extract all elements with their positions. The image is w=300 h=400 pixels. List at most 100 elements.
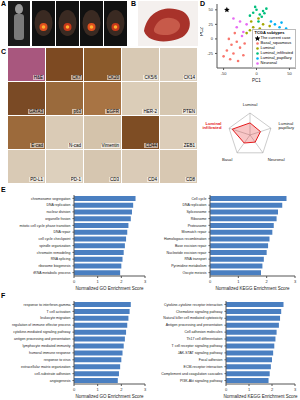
- svg-text:Complement and coagulation cas: Complement and coagulation cascades: [161, 372, 223, 376]
- svg-text:Normalized KEGG Enrichment Sco: Normalized KEGG Enrichment Score: [223, 394, 292, 398]
- svg-text:1: 1: [237, 279, 240, 284]
- svg-text:JAK-STAT signaling pathway: JAK-STAT signaling pathway: [178, 351, 223, 355]
- svg-text:tRNA metabolic process: tRNA metabolic process: [33, 271, 71, 275]
- html-text:Luminal_papillary: Luminal_papillary: [260, 55, 292, 61]
- svg-text:ribosome biogenesis: ribosome biogenesis: [38, 264, 70, 268]
- svg-text:Focal adhesion: Focal adhesion: [199, 358, 223, 362]
- svg-text:response to virus: response to virus: [44, 358, 71, 362]
- html-text:CK5/6: CK5/6: [144, 75, 157, 80]
- html-text:A: A: [1, 0, 7, 7]
- svg-text:mitotic cell cycle phase trans: mitotic cell cycle phase transition: [20, 224, 71, 228]
- svg-text:0: 0: [255, 71, 258, 76]
- svg-text:0: 0: [225, 387, 228, 392]
- svg-text:0: 0: [209, 279, 212, 284]
- html-text:CK20: CK20: [107, 75, 119, 80]
- svg-text:cell-substrate adhesion: cell-substrate adhesion: [35, 372, 71, 376]
- svg-text:Basal: Basal: [222, 157, 233, 162]
- html-text:CK7: CK7: [72, 75, 81, 80]
- html-text:C: C: [1, 48, 7, 55]
- svg-text:2: 2: [120, 387, 123, 392]
- svg-text:Oocyte meiosis: Oocyte meiosis: [183, 271, 207, 275]
- html-text:Luminal: Luminal: [260, 45, 275, 51]
- html-text:GATA3: GATA3: [28, 109, 43, 114]
- svg-text:humoral immune response: humoral immune response: [29, 351, 70, 355]
- svg-text:response to interferon-gamma: response to interferon-gamma: [24, 303, 71, 307]
- html-text:Basal_squamous: Basal_squamous: [260, 40, 292, 46]
- svg-text:cytokine-mediated signaling pa: cytokine-mediated signaling pathway: [13, 330, 70, 334]
- svg-text:1: 1: [97, 279, 100, 284]
- svg-text:-25: -25: [207, 51, 214, 56]
- svg-text:PC1: PC1: [252, 78, 261, 82]
- svg-text:Nucleotide excision repair: Nucleotide excision repair: [166, 251, 207, 255]
- html-text:Neuronal: Neuronal: [260, 60, 277, 66]
- svg-text:Th17 cell differentiation: Th17 cell differentiation: [186, 337, 222, 341]
- svg-text:0: 0: [211, 36, 214, 41]
- html-text:HER-2: HER-2: [143, 109, 157, 114]
- svg-text:-50: -50: [221, 71, 228, 76]
- svg-text:cell cycle checkpoint: cell cycle checkpoint: [39, 237, 71, 241]
- html-text:H&E: H&E: [33, 75, 43, 80]
- svg-text:1: 1: [97, 387, 100, 392]
- svg-text:Luminalpapillary: Luminalpapillary: [279, 121, 292, 130]
- html-text:Luminal_infiltrated: Luminal_infiltrated: [260, 50, 293, 56]
- svg-text:Ribosome: Ribosome: [191, 217, 207, 221]
- svg-text:Pyrimidine metabolism: Pyrimidine metabolism: [171, 264, 206, 268]
- html-text:p63: p63: [73, 109, 81, 114]
- svg-text:25: 25: [209, 22, 214, 27]
- svg-text:2: 2: [266, 279, 269, 284]
- svg-text:Luminal: Luminal: [243, 102, 258, 107]
- svg-text:chromatin remodeling: chromatin remodeling: [37, 251, 71, 255]
- svg-text:DNA repair: DNA repair: [53, 230, 71, 234]
- svg-text:Cell adhesion molecules: Cell adhesion molecules: [185, 330, 223, 334]
- html-text:TCGA subtypes: TCGA subtypes: [254, 30, 285, 36]
- html-text:D: D: [200, 0, 206, 7]
- svg-text:Normalized GO Enrichment Score: Normalized GO Enrichment Score: [75, 286, 144, 290]
- svg-text:PC2: PC2: [200, 27, 204, 36]
- svg-text:2: 2: [271, 387, 274, 392]
- svg-text:Cytokine-cytokine receptor int: Cytokine-cytokine receptor interaction: [164, 303, 223, 307]
- svg-text:PI3K-Akt signaling pathway: PI3K-Akt signaling pathway: [180, 379, 223, 383]
- html-text:EGFR: EGFR: [106, 109, 119, 114]
- svg-text:angiogenesis: angiogenesis: [50, 379, 71, 383]
- svg-text:Homologous recombination: Homologous recombination: [164, 237, 207, 241]
- svg-text:antigen processing and present: antigen processing and presentation: [14, 337, 70, 341]
- svg-text:extracellular matrix organizat: extracellular matrix organization: [21, 365, 70, 369]
- html-text:The current case: The current case: [260, 35, 291, 41]
- svg-text:Luminalinfiltrated: Luminalinfiltrated: [202, 121, 222, 130]
- svg-text:3: 3: [144, 279, 147, 284]
- svg-text:organelle fission: organelle fission: [45, 217, 70, 221]
- svg-text:leukocyte migration: leukocyte migration: [40, 316, 70, 320]
- svg-text:regulation of immune effector: regulation of immune effector process: [12, 323, 71, 327]
- svg-text:lymphocyte mediated immunity: lymphocyte mediated immunity: [22, 344, 70, 348]
- html-text:B: B: [131, 0, 137, 7]
- svg-text:Proteasome: Proteasome: [188, 224, 207, 228]
- svg-text:DNA replication: DNA replication: [182, 203, 206, 207]
- svg-text:1: 1: [248, 387, 251, 392]
- svg-text:DNA replication: DNA replication: [46, 203, 70, 207]
- svg-text:RNA transport: RNA transport: [185, 257, 207, 261]
- svg-text:0: 0: [73, 387, 76, 392]
- svg-text:spindle organization: spindle organization: [39, 244, 70, 248]
- svg-text:T cell receptor signaling path: T cell receptor signaling pathway: [172, 344, 223, 348]
- svg-text:50: 50: [209, 7, 214, 12]
- svg-text:ECM-receptor interaction: ECM-receptor interaction: [184, 365, 223, 369]
- svg-text:Natural killer cell mediated c: Natural killer cell mediated cytotoxicit…: [163, 316, 222, 320]
- svg-text:Cell cycle: Cell cycle: [192, 197, 207, 201]
- svg-text:Chemokine signaling pathway: Chemokine signaling pathway: [176, 310, 223, 314]
- svg-text:Normalized KEGG Enrichment Sco: Normalized KEGG Enrichment Score: [215, 286, 290, 290]
- svg-text:Normalized GO Enrichment Score: Normalized GO Enrichment Score: [75, 394, 144, 398]
- svg-text:3: 3: [144, 387, 147, 392]
- svg-text:Spliceosome: Spliceosome: [186, 210, 206, 214]
- svg-text:2: 2: [120, 279, 123, 284]
- svg-text:0: 0: [73, 279, 76, 284]
- svg-text:Mismatch repair: Mismatch repair: [182, 230, 208, 234]
- svg-text:nuclear division: nuclear division: [46, 210, 70, 214]
- svg-text:Base excision repair: Base excision repair: [175, 244, 207, 248]
- svg-text:RNA splicing: RNA splicing: [51, 257, 71, 261]
- svg-text:Antigen processing and present: Antigen processing and presentation: [166, 323, 223, 327]
- svg-text:chromosome segregation: chromosome segregation: [31, 197, 71, 201]
- svg-text:Neuronal: Neuronal: [268, 157, 285, 162]
- svg-text:50: 50: [287, 71, 292, 76]
- html-text:CK14: CK14: [183, 75, 195, 80]
- svg-text:T cell activation: T cell activation: [46, 310, 70, 314]
